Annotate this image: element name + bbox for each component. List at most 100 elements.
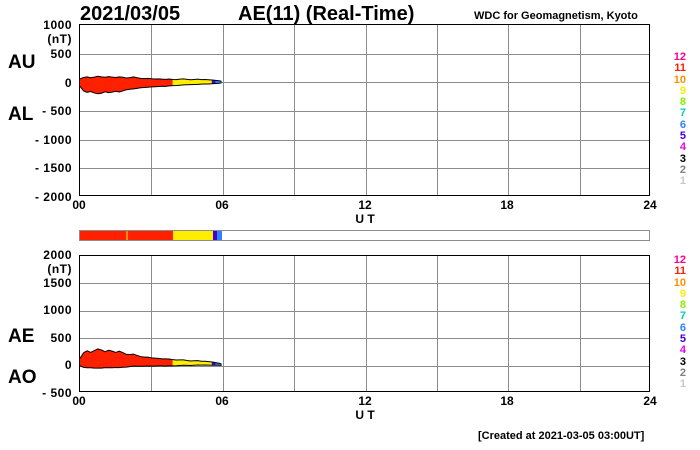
- trace-slice: [83, 350, 88, 369]
- xtick-bottom-2: 12: [358, 394, 372, 408]
- ytick-top-4: - 1000: [34, 133, 72, 147]
- trace-au-al: [80, 25, 649, 195]
- trace-slice: [122, 352, 127, 368]
- legend-bottom: 12 11 10 9 8 7 6 5 4 3 2 1: [660, 254, 686, 391]
- trace-slice: [119, 76, 124, 93]
- ytick-top-3: - 500: [42, 104, 72, 118]
- trace-ae-ao: [80, 256, 649, 391]
- trace-slice: [83, 76, 88, 93]
- trace-slice: [129, 353, 134, 367]
- trace-slice: [147, 356, 152, 367]
- legend-item-6: 6: [679, 321, 686, 334]
- trace-slice: [126, 77, 131, 91]
- xaxis-label-top: U T: [355, 212, 375, 226]
- xtick-bottom-1: 06: [215, 394, 229, 408]
- trace-slice: [176, 359, 181, 366]
- legend-item-5: 5: [679, 130, 686, 143]
- trace-slice: [179, 78, 184, 86]
- trace-slice: [97, 76, 102, 95]
- legend-item-2: 2: [679, 366, 686, 379]
- envelope-lower: [80, 364, 222, 369]
- gridline-horizontal: [80, 140, 649, 141]
- gridline-horizontal: [80, 283, 649, 284]
- ytick-bottom-2: 1000: [43, 303, 72, 317]
- label-al: AL: [8, 104, 34, 125]
- trace-slice: [190, 79, 195, 85]
- xtick-top-3: 18: [500, 198, 514, 212]
- gridline-vertical: [508, 256, 509, 391]
- ytick-bottom-1: 1500: [43, 276, 72, 290]
- gridline-horizontal: [80, 168, 649, 169]
- envelope-lower: [80, 82, 222, 95]
- gridline-vertical: [151, 25, 152, 195]
- trace-slice: [129, 76, 134, 90]
- legend-item-10: 10: [673, 276, 686, 289]
- gridline-vertical: [437, 25, 438, 195]
- trace-slice: [201, 79, 206, 85]
- trace-slice: [115, 76, 120, 93]
- xtick-bottom-3: 18: [500, 394, 514, 408]
- trace-slice: [165, 358, 170, 367]
- legend-item-5: 5: [679, 333, 686, 346]
- legend-item-7: 7: [679, 107, 686, 120]
- created-timestamp: [Created at 2021-03-05 03:00UT]: [478, 430, 645, 442]
- ytick-bottom-3: 500: [50, 331, 72, 345]
- legend-top: 12 11 10 9 8 7 6 5 4 3 2 1: [660, 51, 686, 188]
- data-availability-colorbar: [79, 230, 650, 241]
- xtick-top-4: 24: [643, 198, 657, 212]
- trace-slice: [193, 360, 198, 366]
- gridline-vertical: [508, 25, 509, 195]
- legend-item-4: 4: [679, 344, 686, 357]
- legend-item-11: 11: [674, 265, 686, 278]
- xtick-top-0: 00: [72, 198, 86, 212]
- trace-slice: [122, 77, 127, 92]
- gridline-vertical: [223, 25, 224, 195]
- ytick-top-6: - 2000: [34, 190, 72, 204]
- trace-slice: [119, 350, 124, 368]
- ytick-bottom-4: 0: [64, 358, 72, 372]
- trace-slice: [140, 78, 145, 88]
- trace-slice: [101, 76, 106, 94]
- trace-slice: [90, 350, 95, 369]
- legend-item-12: 12: [673, 254, 686, 266]
- trace-slice: [172, 359, 177, 367]
- trace-slice: [115, 350, 120, 368]
- header-date: 2021/03/05: [80, 3, 181, 25]
- trace-slice: [158, 358, 163, 367]
- trace-slice: [172, 79, 177, 86]
- trace-slice: [165, 78, 170, 87]
- gridline-vertical: [151, 256, 152, 391]
- legend-item-2: 2: [679, 163, 686, 176]
- gridline-vertical: [294, 25, 295, 195]
- envelope-upper: [80, 348, 222, 365]
- yunit-top: (nT): [47, 32, 72, 46]
- ytick-top-0: 1000: [43, 18, 72, 32]
- trace-slice: [193, 78, 198, 85]
- ytick-top-1: 500: [50, 47, 72, 61]
- yunit-bottom: (nT): [47, 262, 72, 276]
- legend-item-9: 9: [679, 287, 686, 300]
- legend-item-3: 3: [679, 152, 686, 165]
- gridline-horizontal: [80, 111, 649, 112]
- trace-slice: [151, 357, 156, 367]
- ytick-bottom-5: - 500: [42, 386, 72, 400]
- trace-slice: [133, 76, 138, 90]
- colorbar-segment: [126, 231, 128, 240]
- gridline-vertical: [437, 256, 438, 391]
- gridline-horizontal: [80, 54, 649, 55]
- legend-item-8: 8: [679, 299, 686, 312]
- xtick-top-1: 06: [215, 198, 229, 212]
- colorbar-segment: [216, 231, 222, 240]
- legend-item-1: 1: [679, 175, 686, 188]
- trace-slice: [108, 350, 113, 368]
- label-ae: AE: [8, 326, 35, 347]
- trace-slice: [151, 78, 156, 88]
- trace-slice: [136, 355, 141, 367]
- xtick-bottom-0: 00: [72, 394, 86, 408]
- trace-slice: [94, 348, 99, 369]
- trace-slice: [161, 78, 166, 87]
- header-credit: WDC for Geomagnetism, Kyoto: [474, 10, 638, 22]
- trace-slice: [111, 350, 116, 369]
- trace-slice: [94, 76, 99, 95]
- trace-slice: [169, 78, 173, 87]
